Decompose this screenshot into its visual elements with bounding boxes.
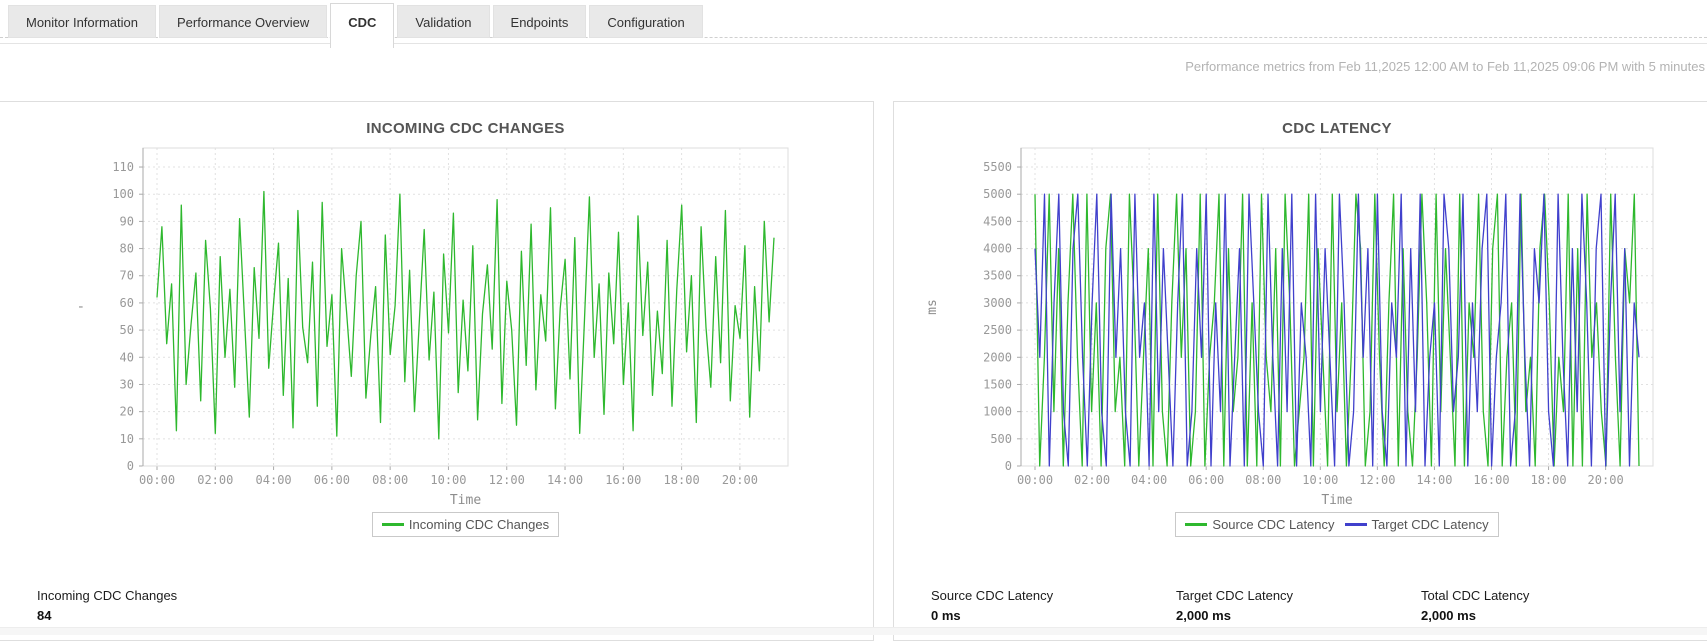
stat-target-cdc-latency: Target CDC Latency 2,000 ms — [1176, 588, 1416, 623]
svg-text:3000: 3000 — [983, 296, 1012, 310]
svg-text:02:00: 02:00 — [1074, 473, 1110, 487]
stat-label: Total CDC Latency — [1421, 588, 1530, 603]
svg-text:08:00: 08:00 — [372, 473, 408, 487]
stat-label: Incoming CDC Changes — [37, 588, 178, 603]
tab-configuration[interactable]: Configuration — [589, 5, 703, 38]
performance-metrics-note: Performance metrics from Feb 11,2025 12:… — [1185, 59, 1705, 74]
svg-text:ms: ms — [925, 299, 940, 315]
svg-text:20: 20 — [120, 405, 134, 419]
incoming-cdc-changes-title: INCOMING CDC CHANGES — [366, 120, 565, 137]
svg-text:100: 100 — [112, 187, 134, 201]
svg-text:60: 60 — [120, 296, 134, 310]
svg-text:20:00: 20:00 — [722, 473, 758, 487]
svg-text:3500: 3500 — [983, 269, 1012, 283]
svg-text:80: 80 — [120, 242, 134, 256]
cdc-latency-title: CDC LATENCY — [1282, 120, 1392, 137]
legend-label: Source CDC Latency — [1212, 517, 1335, 532]
green-line-swatch — [381, 523, 404, 526]
svg-text:90: 90 — [120, 214, 134, 228]
svg-text:16:00: 16:00 — [605, 473, 641, 487]
svg-text:50: 50 — [120, 323, 134, 337]
svg-text:20:00: 20:00 — [1588, 473, 1624, 487]
tab-bar-divider — [0, 43, 1707, 44]
tab-validation[interactable]: Validation — [397, 5, 490, 38]
svg-text:Time: Time — [1321, 493, 1352, 508]
legend-item-source-cdc-latency: Source CDC Latency — [1185, 517, 1335, 532]
svg-text:2500: 2500 — [983, 323, 1012, 337]
svg-text:110: 110 — [112, 160, 134, 174]
incoming-cdc-changes-chart: 0 10 20 30 40 50 60 70 80 90 100 110 00:00 02:00 04:00… — [78, 147, 789, 508]
svg-text:02:00: 02:00 — [197, 473, 233, 487]
svg-text:06:00: 06:00 — [314, 473, 350, 487]
svg-text:': ' — [78, 303, 93, 311]
svg-text:30: 30 — [120, 377, 134, 391]
blue-line-swatch — [1344, 523, 1367, 526]
svg-text:00:00: 00:00 — [139, 473, 175, 487]
footer-strip — [0, 627, 1707, 635]
legend-label: Target CDC Latency — [1371, 517, 1489, 532]
stat-value: 2,000 ms — [1176, 608, 1231, 623]
incoming-cdc-changes-panel: INCOMING CDC CHANGES 0 10 20 30 40 50 60 70 80 90… — [0, 101, 874, 641]
cdc-latency-legend: Source CDC Latency Target CDC Latency — [1021, 512, 1653, 537]
svg-text:14:00: 14:00 — [547, 473, 583, 487]
svg-text:4000: 4000 — [983, 242, 1012, 256]
legend-label: Incoming CDC Changes — [408, 517, 550, 532]
svg-text:08:00: 08:00 — [1245, 473, 1281, 487]
svg-text:14:00: 14:00 — [1416, 473, 1452, 487]
svg-text:10: 10 — [120, 432, 134, 446]
svg-text:0: 0 — [1005, 459, 1012, 473]
svg-text:10:00: 10:00 — [430, 473, 466, 487]
svg-text:18:00: 18:00 — [1530, 473, 1566, 487]
svg-text:2000: 2000 — [983, 350, 1012, 364]
stat-label: Target CDC Latency — [1176, 588, 1294, 603]
tab-endpoints[interactable]: Endpoints — [492, 5, 587, 38]
svg-text:0: 0 — [127, 459, 134, 473]
tab-performance-overview[interactable]: Performance Overview — [159, 5, 328, 38]
svg-text:00:00: 00:00 — [1017, 473, 1053, 487]
svg-text:40: 40 — [120, 350, 134, 364]
stat-value: 0 ms — [931, 608, 961, 623]
tab-bar — [0, 0, 1707, 38]
svg-text:04:00: 04:00 — [256, 473, 292, 487]
tab-cdc[interactable]: CDC — [330, 3, 395, 48]
svg-text:1000: 1000 — [983, 405, 1012, 419]
legend-item-target-cdc-latency: Target CDC Latency — [1344, 517, 1489, 532]
stat-source-cdc-latency: Source CDC Latency 0 ms — [931, 588, 1171, 623]
svg-text:18:00: 18:00 — [664, 473, 700, 487]
tab-monitor-information[interactable]: Monitor Information — [8, 5, 156, 38]
cdc-latency-chart: 0 500 1000 1500 2000 2500 3000 3500 4000 4500 5000… — [925, 147, 1654, 508]
tabs: Monitor Information Performance Overview… — [8, 3, 703, 48]
svg-text:5500: 5500 — [983, 160, 1012, 174]
incoming-cdc-changes-legend: Incoming CDC Changes — [143, 512, 788, 537]
svg-text:12:00: 12:00 — [489, 473, 525, 487]
stat-incoming-cdc-changes: Incoming CDC Changes 84 — [37, 588, 277, 623]
svg-text:10:00: 10:00 — [1302, 473, 1338, 487]
svg-text:Time: Time — [450, 493, 481, 508]
svg-text:70: 70 — [120, 269, 134, 283]
stat-value: 84 — [37, 608, 52, 623]
legend-box: Source CDC Latency Target CDC Latency — [1175, 512, 1499, 537]
svg-text:06:00: 06:00 — [1188, 473, 1224, 487]
stat-value: 2,000 ms — [1421, 608, 1476, 623]
svg-text:04:00: 04:00 — [1131, 473, 1167, 487]
svg-text:1500: 1500 — [983, 377, 1012, 391]
svg-text:16:00: 16:00 — [1473, 473, 1509, 487]
svg-text:12:00: 12:00 — [1359, 473, 1395, 487]
svg-text:5000: 5000 — [983, 187, 1012, 201]
green-line-swatch — [1185, 523, 1208, 526]
cdc-latency-panel: CDC LATENCY 0 500 1000 1500 2000 2500 3000 3500… — [893, 101, 1707, 641]
legend-box: Incoming CDC Changes — [371, 512, 560, 537]
stat-label: Source CDC Latency — [931, 588, 1054, 603]
incoming-cdc-stats: Incoming CDC Changes 84 — [0, 588, 873, 632]
svg-text:500: 500 — [990, 432, 1012, 446]
legend-item-incoming-cdc-changes: Incoming CDC Changes — [381, 517, 550, 532]
svg-text:4500: 4500 — [983, 214, 1012, 228]
stat-total-cdc-latency: Total CDC Latency 2,000 ms — [1421, 588, 1661, 623]
cdc-latency-stats: Source CDC Latency 0 ms Target CDC Laten… — [894, 588, 1707, 632]
